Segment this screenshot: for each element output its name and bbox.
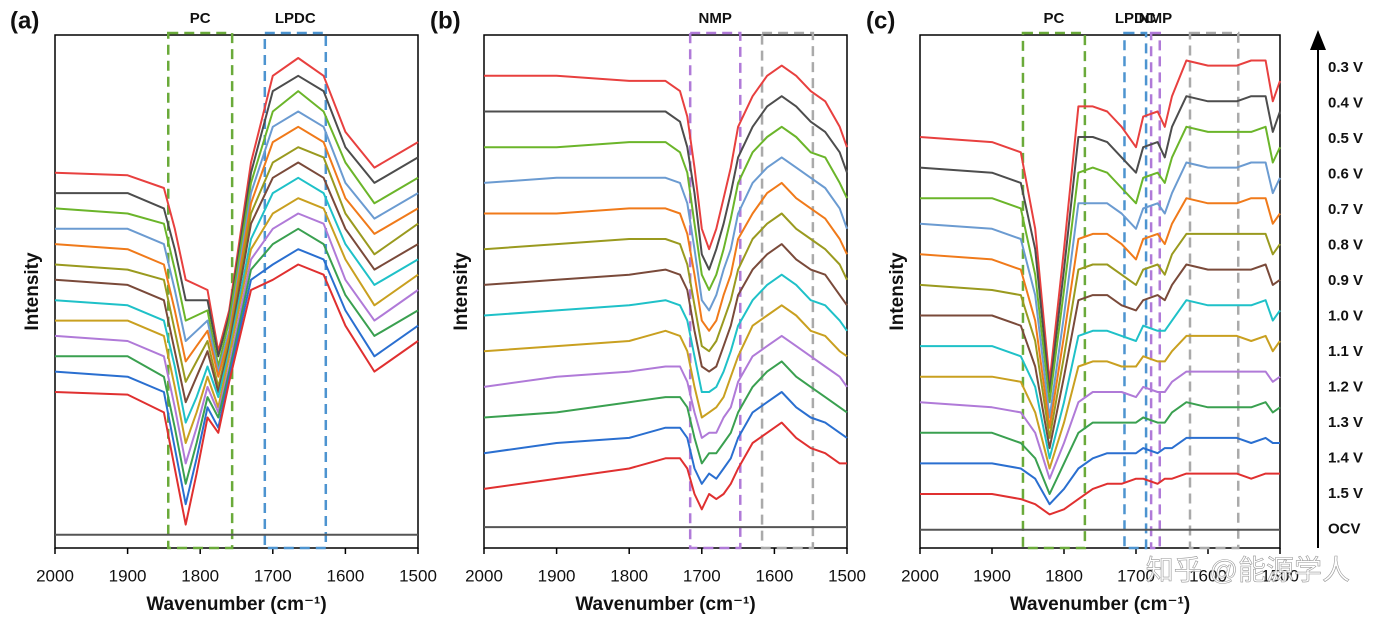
legend-label: 0.5 V bbox=[1328, 130, 1363, 147]
spectrum-line bbox=[920, 436, 1280, 506]
spectrum-line bbox=[55, 197, 419, 444]
spectrum-line bbox=[483, 334, 848, 439]
region-box bbox=[760, 31, 815, 550]
x-tick-label: 1900 bbox=[973, 566, 1011, 585]
spectrum-line bbox=[54, 146, 419, 388]
region-box bbox=[1021, 31, 1087, 550]
spectrum-line bbox=[919, 370, 1281, 480]
spectrum-line bbox=[919, 95, 1281, 393]
spectrum-line bbox=[54, 263, 419, 526]
legend-label: 1.1 V bbox=[1328, 343, 1363, 360]
legend-label: 0.3 V bbox=[1328, 59, 1363, 76]
spectrum-line bbox=[54, 57, 419, 353]
x-tick-label: 1600 bbox=[1189, 566, 1227, 585]
spectrum-line bbox=[920, 299, 1281, 460]
plot-frame bbox=[919, 34, 1281, 549]
legend-label: OCV bbox=[1328, 520, 1361, 537]
y-axis-label: Intensity bbox=[451, 252, 472, 331]
legend-label: 1.4 V bbox=[1328, 449, 1363, 466]
legend-label: 0.8 V bbox=[1328, 236, 1363, 253]
x-tick-label: 1500 bbox=[828, 566, 866, 585]
legend-label: 0.9 V bbox=[1328, 272, 1363, 289]
spectrum-line bbox=[920, 125, 1281, 404]
x-tick-label: 1700 bbox=[254, 566, 292, 585]
spectrum-line bbox=[484, 181, 848, 332]
spectrum-line bbox=[483, 212, 848, 353]
x-tick-label: 1500 bbox=[1261, 566, 1299, 585]
spectrum-line bbox=[484, 125, 848, 291]
spectrum-line bbox=[54, 176, 419, 424]
region-box bbox=[167, 31, 234, 550]
spectrum-line bbox=[483, 273, 848, 393]
watermark: 知乎 @能源学人 bbox=[1146, 554, 1350, 585]
spectrum-line bbox=[483, 391, 848, 485]
spectrum-line bbox=[920, 401, 1281, 495]
spectrum-line bbox=[55, 227, 419, 485]
x-axis-label: Wavenumber (cm⁻¹) bbox=[146, 594, 326, 615]
spectrum-line bbox=[483, 304, 848, 419]
legend-label: 1.2 V bbox=[1328, 378, 1363, 395]
x-tick-label: 2000 bbox=[36, 566, 74, 585]
panel-label: (a) bbox=[10, 7, 39, 34]
panel-label: (c) bbox=[866, 7, 895, 34]
region-label: PC bbox=[190, 10, 211, 27]
panel-label: (b) bbox=[430, 7, 461, 34]
spectrum-line bbox=[484, 95, 848, 271]
region-label: NMP bbox=[699, 10, 732, 27]
region-box bbox=[1123, 31, 1148, 550]
spectrum-line bbox=[483, 156, 848, 312]
legend-label: 0.6 V bbox=[1328, 165, 1363, 182]
spectrum-line bbox=[54, 212, 419, 465]
spectrum-line bbox=[919, 161, 1281, 419]
region-box bbox=[1149, 31, 1162, 550]
plot-frame bbox=[483, 34, 848, 549]
x-tick-label: 1900 bbox=[109, 566, 147, 585]
x-tick-label: 1800 bbox=[1045, 566, 1083, 585]
region-label: LPDC bbox=[275, 10, 316, 27]
spectrum-line bbox=[920, 263, 1281, 450]
legend-label: 0.7 V bbox=[1328, 201, 1363, 218]
x-tick-label: 1600 bbox=[326, 566, 364, 585]
x-axis-label: Wavenumber (cm⁻¹) bbox=[575, 594, 755, 615]
x-tick-label: 1700 bbox=[683, 566, 721, 585]
x-tick-label: 1500 bbox=[399, 566, 437, 585]
region-box bbox=[1188, 31, 1240, 550]
x-tick-label: 1800 bbox=[610, 566, 648, 585]
spectrum-line bbox=[54, 125, 419, 378]
legend-label: 1.3 V bbox=[1328, 414, 1363, 431]
x-tick-label: 1600 bbox=[755, 566, 793, 585]
x-tick-label: 1800 bbox=[181, 566, 219, 585]
spectrum-line bbox=[919, 197, 1281, 429]
spectrum-line bbox=[919, 232, 1281, 439]
legend-label: 1.0 V bbox=[1328, 307, 1363, 324]
plot-frame bbox=[54, 34, 419, 549]
x-tick-label: 2000 bbox=[901, 566, 939, 585]
legend-label: 0.4 V bbox=[1328, 94, 1363, 111]
spectrum-line bbox=[483, 421, 847, 511]
spectrum-line bbox=[54, 90, 419, 368]
spectrum-line bbox=[55, 110, 419, 373]
region-label: NMP bbox=[1139, 10, 1172, 27]
spectrum-line bbox=[920, 472, 1280, 516]
spectrum-line bbox=[54, 248, 419, 506]
x-tick-label: 1700 bbox=[1117, 566, 1155, 585]
y-axis-label: Intensity bbox=[22, 252, 43, 331]
x-tick-label: 1900 bbox=[538, 566, 576, 585]
region-label: LPDC bbox=[1115, 10, 1156, 27]
region-label: PC bbox=[1043, 10, 1064, 27]
spectrum-line bbox=[54, 161, 419, 404]
legend-label: 1.5 V bbox=[1328, 485, 1363, 502]
spectrum-line bbox=[483, 360, 848, 465]
x-axis-label: Wavenumber (cm⁻¹) bbox=[1010, 594, 1190, 615]
spectrum-line bbox=[483, 243, 848, 373]
y-axis-label: Intensity bbox=[887, 252, 908, 331]
spectrum-line bbox=[919, 59, 1281, 383]
spectrum-line bbox=[484, 64, 848, 251]
spectrum-line bbox=[55, 74, 419, 358]
x-tick-label: 2000 bbox=[465, 566, 503, 585]
spectrum-line bbox=[920, 334, 1281, 470]
